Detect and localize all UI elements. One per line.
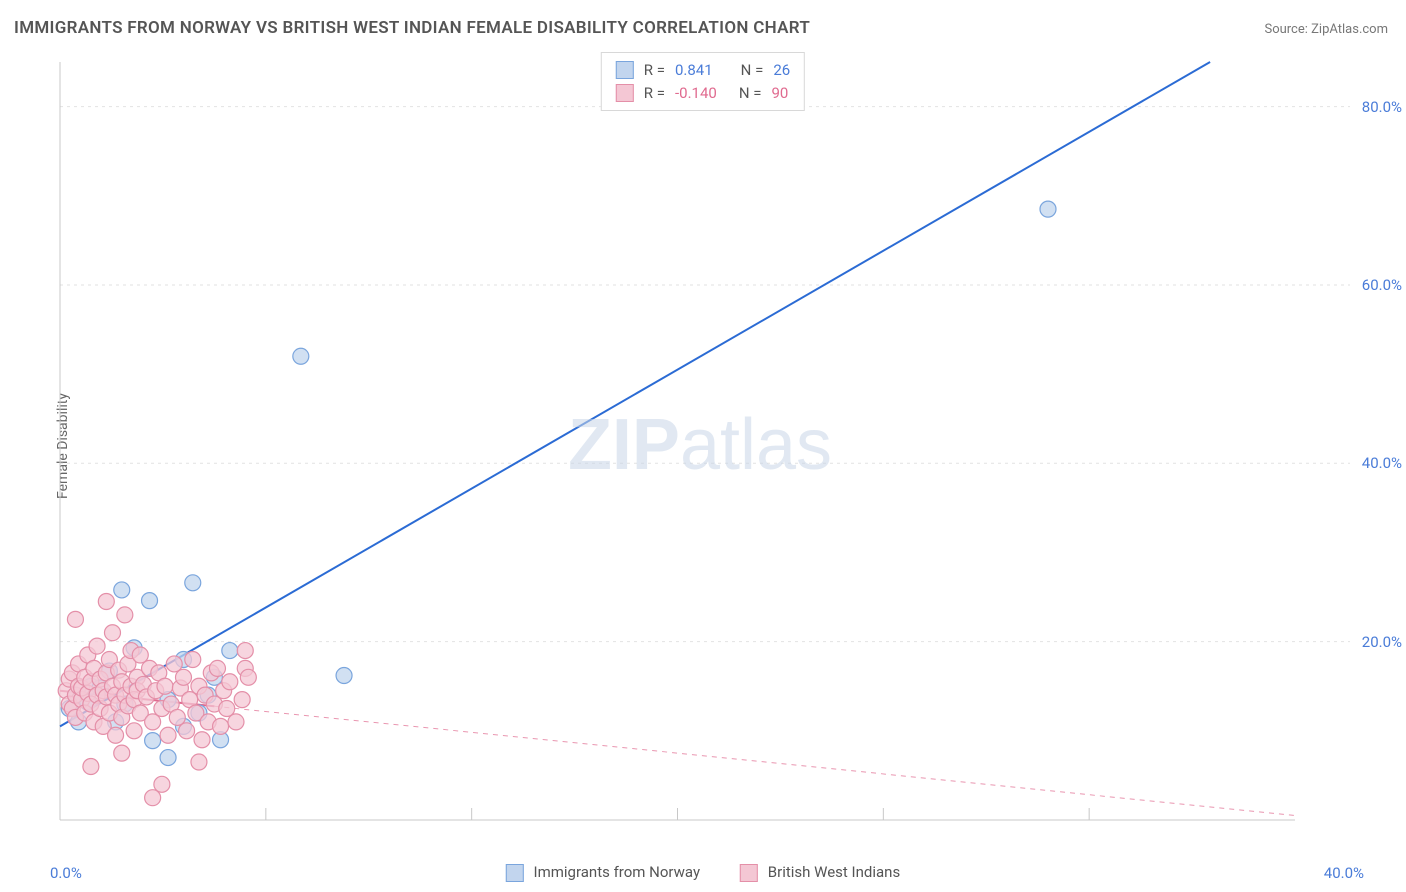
chart-svg	[50, 50, 1350, 840]
legend-row-norway: R = 0.841 N = 26	[616, 59, 790, 82]
series-legend: Immigrants from Norway British West Indi…	[506, 863, 900, 882]
legend-r-label: R =	[644, 59, 665, 82]
source-prefix: Source:	[1264, 22, 1311, 37]
legend-n-label: N =	[739, 82, 762, 105]
legend-item-bwi: British West Indians	[740, 863, 900, 882]
legend-swatch-bwi	[616, 84, 634, 102]
source-link[interactable]: ZipAtlas.com	[1311, 22, 1388, 37]
y-axis-tick: 20.0%	[1362, 633, 1402, 651]
legend-swatch-bwi-icon	[740, 864, 758, 882]
y-axis-tick: 40.0%	[1362, 454, 1402, 472]
chart-plot-area: ZIPatlas	[50, 50, 1350, 840]
legend-item-norway: Immigrants from Norway	[506, 863, 700, 882]
x-axis-tick-max: 40.0%	[1324, 864, 1364, 882]
y-axis-tick: 60.0%	[1362, 276, 1402, 294]
legend-label-norway: Immigrants from Norway	[534, 863, 701, 881]
legend-swatch-norway	[616, 61, 634, 79]
legend-n-label: N =	[741, 59, 764, 82]
legend-swatch-norway-icon	[506, 864, 524, 882]
legend-r-label: R =	[644, 82, 665, 105]
chart-title: IMMIGRANTS FROM NORWAY VS BRITISH WEST I…	[14, 18, 810, 38]
correlation-legend: R = 0.841 N = 26 R = -0.140 N = 90	[601, 52, 805, 111]
legend-row-bwi: R = -0.140 N = 90	[616, 82, 790, 105]
legend-label-bwi: British West Indians	[768, 863, 900, 881]
legend-r-value-norway: 0.841	[675, 59, 713, 82]
y-axis-tick: 80.0%	[1362, 98, 1402, 116]
legend-n-value-bwi: 90	[771, 82, 788, 105]
legend-n-value-norway: 26	[773, 59, 790, 82]
legend-r-value-bwi: -0.140	[675, 82, 717, 105]
source-attribution: Source: ZipAtlas.com	[1264, 22, 1388, 37]
x-axis-tick-min: 0.0%	[50, 864, 82, 882]
